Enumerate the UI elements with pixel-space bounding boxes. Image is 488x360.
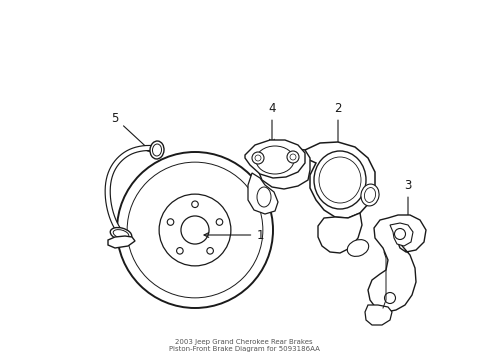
Polygon shape	[244, 140, 305, 178]
Circle shape	[286, 151, 298, 163]
Ellipse shape	[346, 240, 368, 256]
Circle shape	[394, 229, 405, 239]
Polygon shape	[317, 213, 361, 253]
Text: 2: 2	[334, 102, 341, 148]
Polygon shape	[108, 236, 135, 248]
Polygon shape	[247, 173, 278, 214]
Circle shape	[251, 152, 264, 164]
Ellipse shape	[150, 141, 163, 159]
Text: 3: 3	[404, 179, 411, 226]
Ellipse shape	[313, 151, 365, 209]
Text: 2003 Jeep Grand Cherokee Rear Brakes
Piston-Front Brake Diagram for 5093186AA: 2003 Jeep Grand Cherokee Rear Brakes Pis…	[168, 339, 319, 352]
Text: 4: 4	[268, 102, 275, 144]
Polygon shape	[367, 215, 425, 312]
Ellipse shape	[110, 228, 131, 240]
Text: 1: 1	[203, 229, 263, 242]
Circle shape	[384, 292, 395, 303]
Text: 5: 5	[111, 112, 152, 152]
Polygon shape	[389, 223, 412, 246]
Polygon shape	[258, 148, 309, 189]
Polygon shape	[364, 305, 391, 325]
Ellipse shape	[360, 184, 378, 206]
Polygon shape	[302, 142, 374, 218]
